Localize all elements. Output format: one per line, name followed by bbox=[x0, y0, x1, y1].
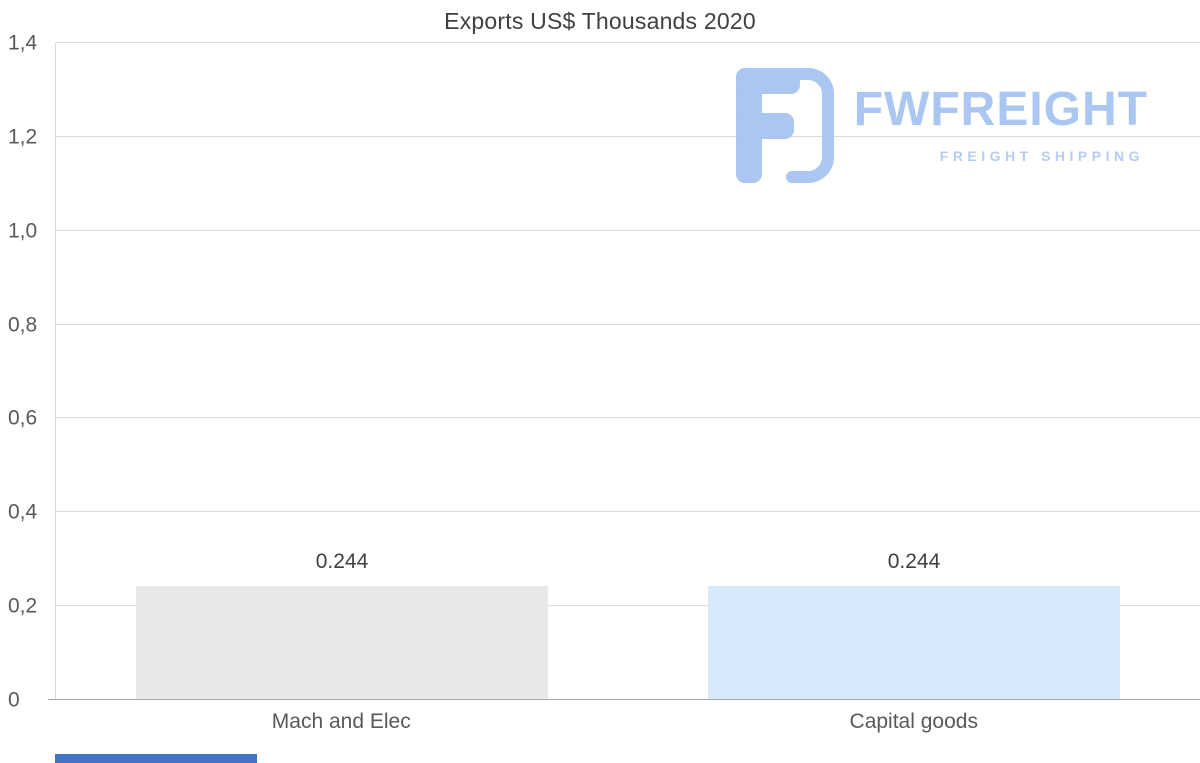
plot-area: 0.244 0.244 bbox=[55, 42, 1200, 700]
x-tick-label: Capital goods bbox=[849, 710, 978, 733]
gridline bbox=[56, 605, 1200, 607]
gridline bbox=[56, 323, 1200, 325]
y-axis: 0 0,2 0,4 0,6 0,8 1,0 1,2 1,4 bbox=[0, 33, 50, 711]
chart-title: Exports US$ Thousands 2020 bbox=[444, 8, 756, 34]
gridline bbox=[56, 417, 1200, 419]
x-tick-label: Mach and Elec bbox=[271, 710, 411, 733]
y-tick-label: 0,6 bbox=[8, 406, 38, 430]
bar-value-label: 0.244 bbox=[315, 549, 369, 573]
x-axis-labels: Mach and Elec Capital goods bbox=[55, 706, 1200, 740]
bar-mach-and-elec bbox=[136, 585, 548, 700]
gridline bbox=[56, 135, 1200, 137]
gridline bbox=[56, 42, 1200, 43]
gridline bbox=[56, 229, 1200, 231]
y-tick-label: 0,8 bbox=[8, 313, 38, 337]
brand-watermark: FWFREIGHT FREIGHT SHIPPING bbox=[734, 68, 1148, 183]
y-tick-label: 0,2 bbox=[8, 594, 38, 618]
logo-text-block: FWFREIGHT FREIGHT SHIPPING bbox=[853, 68, 1148, 165]
y-tick-label: 1,2 bbox=[8, 125, 38, 149]
x-axis-line bbox=[48, 699, 1200, 700]
bar-capital-goods bbox=[708, 585, 1120, 700]
gridline bbox=[56, 511, 1200, 513]
bottom-accent-strip bbox=[55, 754, 257, 763]
y-tick-label: 1,0 bbox=[8, 219, 38, 243]
logo-tagline-text: FREIGHT SHIPPING bbox=[939, 148, 1144, 164]
y-tick-label: 0,4 bbox=[8, 500, 38, 524]
fwfreight-logo-icon bbox=[735, 68, 834, 183]
logo-brand-text: FWFREIGHT bbox=[853, 83, 1148, 136]
bar-value-label: 0.244 bbox=[887, 549, 941, 573]
y-tick-label: 0 bbox=[8, 688, 20, 712]
y-tick-label: 1,4 bbox=[8, 31, 38, 55]
